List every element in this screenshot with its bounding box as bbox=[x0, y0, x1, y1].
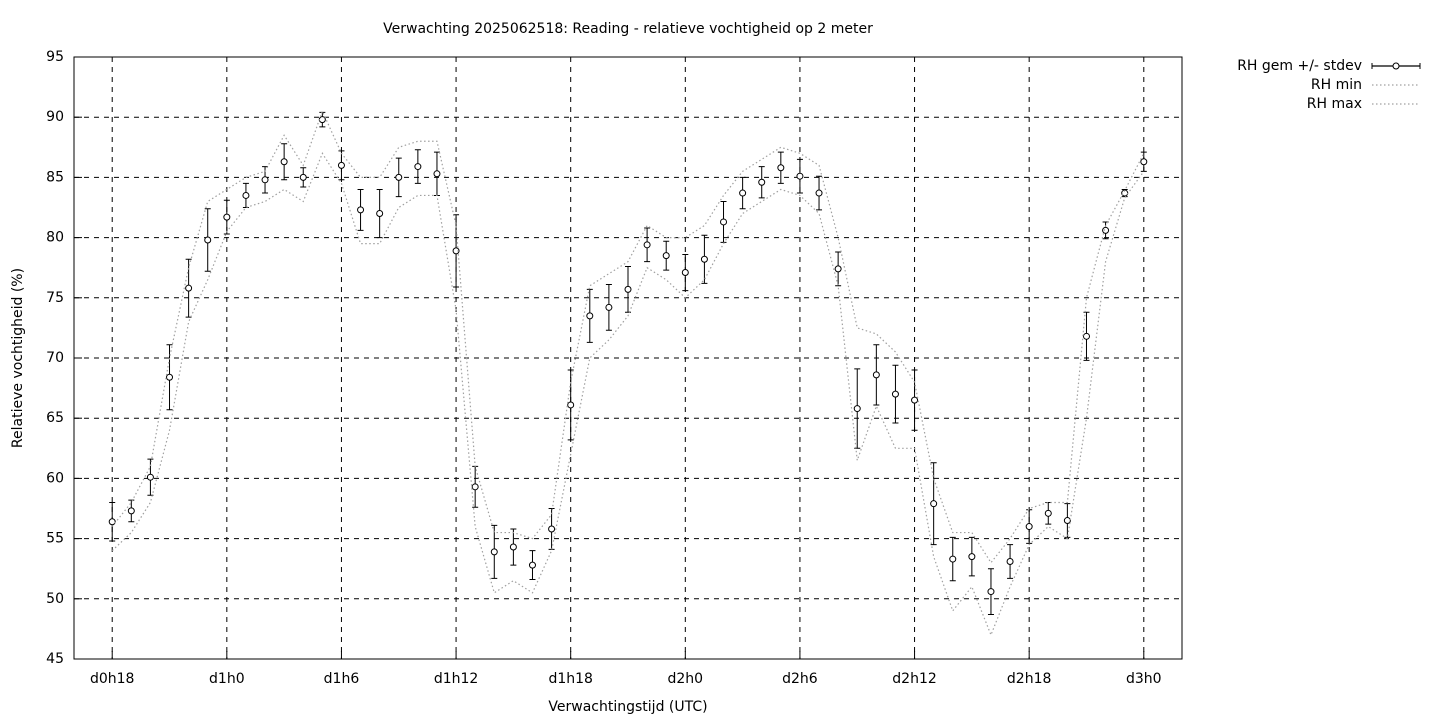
y-tick-label: 95 bbox=[46, 49, 64, 65]
data-point bbox=[204, 236, 212, 244]
data-point bbox=[1140, 158, 1148, 166]
data-point bbox=[911, 396, 919, 404]
data-point bbox=[433, 170, 441, 178]
data-point bbox=[242, 191, 250, 199]
x-tick-label: d1h18 bbox=[548, 671, 592, 687]
y-tick-label: 85 bbox=[46, 169, 64, 185]
data-point bbox=[968, 553, 976, 561]
data-point bbox=[567, 401, 575, 409]
y-tick-label: 45 bbox=[46, 651, 64, 667]
data-point bbox=[777, 164, 785, 172]
x-tick-label: d1h12 bbox=[434, 671, 478, 687]
data-point bbox=[509, 543, 517, 551]
data-point bbox=[376, 210, 384, 218]
data-point bbox=[337, 161, 345, 169]
data-point bbox=[739, 189, 747, 197]
plot-border bbox=[73, 56, 1183, 660]
data-point bbox=[853, 405, 861, 413]
data-point bbox=[108, 518, 116, 526]
data-point bbox=[891, 390, 899, 398]
data-point bbox=[185, 284, 193, 292]
data-point bbox=[318, 116, 326, 124]
data-point bbox=[987, 588, 995, 596]
data-point bbox=[299, 173, 307, 181]
data-point bbox=[528, 561, 536, 569]
data-point bbox=[930, 500, 938, 508]
data-point bbox=[1082, 332, 1090, 340]
data-point bbox=[1025, 523, 1033, 531]
legend-swatch bbox=[1392, 62, 1400, 70]
x-tick-label: d0h18 bbox=[90, 671, 134, 687]
x-tick-label: d1h0 bbox=[209, 671, 245, 687]
data-point bbox=[357, 206, 365, 214]
series-line bbox=[111, 109, 1145, 564]
data-point bbox=[1006, 557, 1014, 565]
legend-label: RH gem +/- stdev bbox=[1237, 58, 1362, 74]
data-point bbox=[605, 303, 613, 311]
y-tick-label: 70 bbox=[46, 350, 64, 366]
data-point bbox=[949, 555, 957, 563]
data-point bbox=[815, 189, 823, 197]
y-tick-label: 75 bbox=[46, 290, 64, 306]
legend-label: RH min bbox=[1311, 77, 1362, 93]
data-point bbox=[1102, 226, 1110, 234]
data-point bbox=[624, 285, 632, 293]
data-point bbox=[471, 483, 479, 491]
data-point bbox=[758, 178, 766, 186]
data-point bbox=[146, 473, 154, 481]
legend-swatch bbox=[1371, 63, 1421, 69]
data-point bbox=[662, 252, 670, 260]
y-tick-label: 55 bbox=[46, 531, 64, 547]
data-point bbox=[834, 265, 842, 273]
data-point bbox=[681, 269, 689, 277]
y-tick-label: 90 bbox=[46, 109, 64, 125]
data-point bbox=[452, 247, 460, 255]
x-tick-label: d3h0 bbox=[1126, 671, 1162, 687]
y-tick-label: 60 bbox=[46, 470, 64, 486]
data-point bbox=[261, 176, 269, 184]
data-point bbox=[490, 548, 498, 556]
data-point bbox=[280, 158, 288, 166]
data-point bbox=[1044, 509, 1052, 517]
series-line bbox=[111, 152, 1145, 637]
data-point bbox=[700, 255, 708, 263]
x-tick-label: d2h12 bbox=[892, 671, 936, 687]
legend-label: RH max bbox=[1307, 96, 1362, 112]
y-tick-label: 80 bbox=[46, 230, 64, 246]
data-point bbox=[223, 213, 231, 221]
data-point bbox=[127, 507, 135, 515]
x-axis-label: Verwachtingstijd (UTC) bbox=[548, 699, 707, 715]
x-tick-label: d2h6 bbox=[782, 671, 818, 687]
data-point bbox=[395, 173, 403, 181]
y-tick-label: 50 bbox=[46, 591, 64, 607]
y-axis-label: Relatieve vochtigheid (%) bbox=[10, 268, 26, 448]
data-point bbox=[1063, 517, 1071, 525]
data-point bbox=[872, 371, 880, 379]
data-point bbox=[586, 312, 594, 320]
x-tick-label: d2h18 bbox=[1007, 671, 1051, 687]
x-tick-label: d2h0 bbox=[668, 671, 704, 687]
data-point bbox=[720, 218, 728, 226]
data-point bbox=[548, 525, 556, 533]
x-tick-label: d1h6 bbox=[324, 671, 360, 687]
data-point bbox=[166, 373, 174, 381]
data-point bbox=[643, 241, 651, 249]
data-point bbox=[414, 163, 422, 171]
y-tick-label: 65 bbox=[46, 410, 64, 426]
data-point bbox=[796, 172, 804, 180]
chart-title: Verwachting 2025062518: Reading - relati… bbox=[383, 21, 873, 37]
